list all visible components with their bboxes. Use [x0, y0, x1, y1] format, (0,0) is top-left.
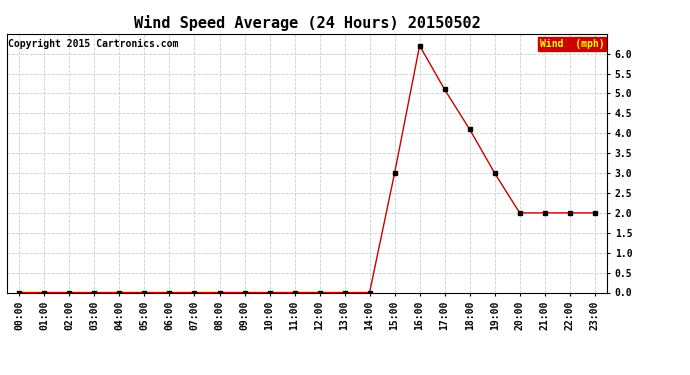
Text: Wind  (mph): Wind (mph): [540, 39, 604, 49]
Title: Wind Speed Average (24 Hours) 20150502: Wind Speed Average (24 Hours) 20150502: [134, 15, 480, 31]
Text: Copyright 2015 Cartronics.com: Copyright 2015 Cartronics.com: [8, 39, 179, 49]
